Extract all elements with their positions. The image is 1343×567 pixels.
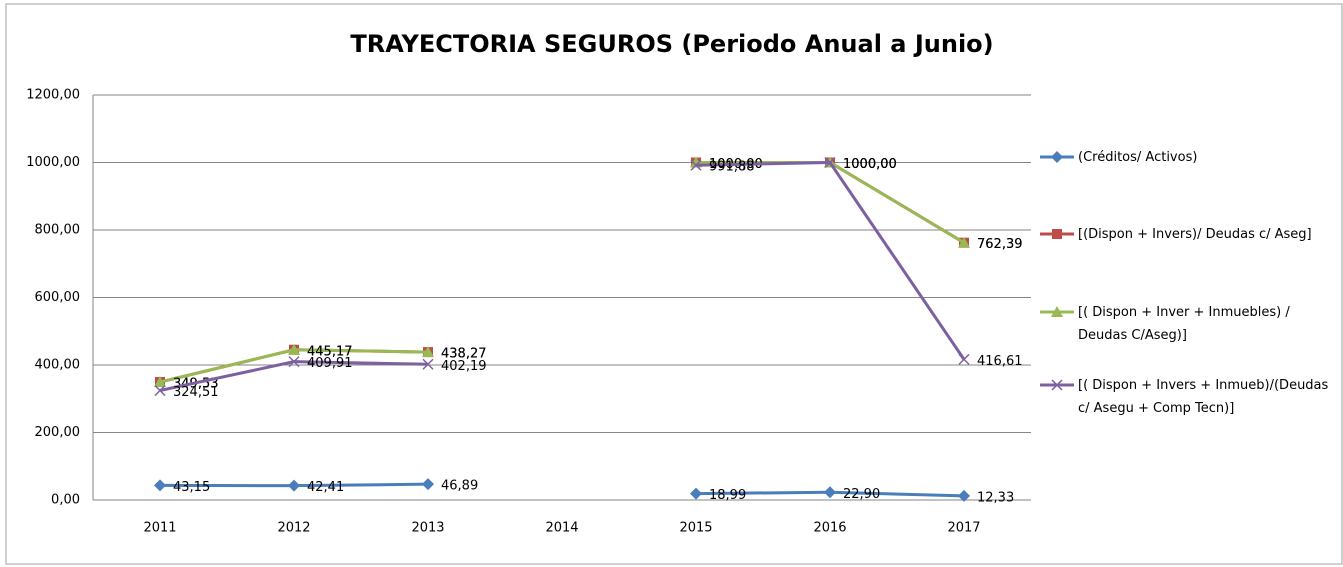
data-label: 42,41 <box>307 480 344 495</box>
legend-label: [( Dispon + Invers + Inmueb)/(Deudas c/ … <box>1078 378 1329 416</box>
data-label: 416,61 <box>977 354 1023 369</box>
marker <box>288 343 300 355</box>
marker <box>422 478 434 491</box>
marker <box>1052 229 1062 239</box>
data-label: 445,17 <box>307 344 353 359</box>
legend-label: [( Dispon + Inver + Inmuebles) / Deudas … <box>1078 305 1290 343</box>
data-label: 762,39 <box>977 237 1023 252</box>
data-label: 438,27 <box>441 347 487 362</box>
y-tick-label: 1200,00 <box>26 88 80 103</box>
marker <box>824 486 836 499</box>
data-label: 438,27 <box>441 347 487 362</box>
marker <box>154 384 166 397</box>
marker <box>690 159 702 171</box>
y-tick-label: 400,00 <box>35 358 81 373</box>
data-label: 762,39 <box>977 237 1023 252</box>
x-tick-label: 2014 <box>545 521 578 536</box>
chart-frame <box>5 3 1343 565</box>
data-label: 1000,00 <box>843 157 897 172</box>
data-label: 12,33 <box>977 490 1014 505</box>
marker <box>154 479 166 492</box>
marker <box>422 358 434 370</box>
x-tick-label: 2017 <box>947 521 980 536</box>
marker <box>1051 306 1063 317</box>
marker <box>1051 151 1063 163</box>
y-tick-label: 600,00 <box>35 290 81 305</box>
marker <box>288 479 300 492</box>
y-tick-label: 200,00 <box>35 425 81 440</box>
data-label: 46,89 <box>441 479 478 494</box>
marker <box>824 156 836 169</box>
legend-label: (Créditos/ Activos) <box>1078 150 1198 165</box>
x-tick-label: 2015 <box>679 521 712 536</box>
x-tick-label: 2011 <box>143 521 176 536</box>
marker <box>958 353 970 365</box>
marker <box>422 346 434 358</box>
data-label: 43,15 <box>173 480 210 495</box>
marker <box>958 489 970 502</box>
marker <box>958 236 970 248</box>
x-tick-label: 2012 <box>277 521 310 536</box>
y-tick-label: 0,00 <box>51 493 80 508</box>
data-label: 991,88 <box>709 160 755 175</box>
chart-title: TRAYECTORIA SEGUROS (Periodo Anual a Jun… <box>350 30 993 58</box>
data-label: 22,90 <box>843 487 880 502</box>
x-tick-label: 2013 <box>411 521 444 536</box>
data-label: 1000,00 <box>843 157 897 172</box>
marker <box>154 376 166 388</box>
data-label: 324,51 <box>173 385 219 400</box>
marker <box>288 356 300 368</box>
marker <box>1051 379 1063 391</box>
y-tick-label: 1000,00 <box>26 155 80 170</box>
x-tick-label: 2016 <box>813 521 846 536</box>
data-label: 402,19 <box>441 359 487 374</box>
data-label: 409,91 <box>307 356 353 371</box>
marker <box>690 487 702 500</box>
legend-label: [(Dispon + Invers)/ Deudas c/ Aseg] <box>1078 227 1312 242</box>
y-tick-label: 800,00 <box>35 223 81 238</box>
data-label: 18,99 <box>709 488 746 503</box>
data-label: 1000,00 <box>843 157 897 172</box>
